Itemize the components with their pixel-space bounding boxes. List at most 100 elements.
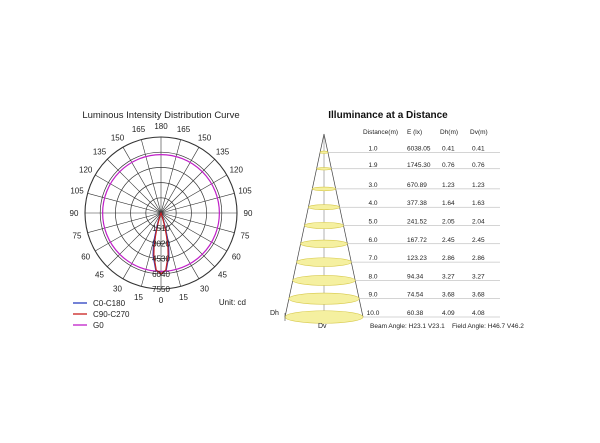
illuminance-spot bbox=[300, 239, 348, 248]
illuminance-spot bbox=[319, 150, 329, 154]
row-dh: 0.76 bbox=[442, 162, 455, 169]
polar-angle-label: 165 bbox=[132, 125, 146, 134]
row-dv: 1.23 bbox=[472, 182, 485, 189]
row-e-lx: 1745.30 bbox=[407, 162, 431, 169]
polar-series-curves bbox=[152, 211, 170, 275]
polar-legend: C0-C180 C90-C270 G0 bbox=[73, 299, 130, 330]
unit-label: Unit: cd bbox=[219, 298, 246, 307]
polar-angle-label: 45 bbox=[95, 271, 104, 280]
header-dh: Dh(m) bbox=[440, 129, 458, 136]
row-distance: 6.0 bbox=[368, 237, 377, 244]
polar-angle-label: 75 bbox=[73, 232, 82, 241]
illuminance-title: Illuminance at a Distance bbox=[328, 110, 448, 121]
polar-series-c90-c270 bbox=[153, 211, 169, 275]
illuminance-spot bbox=[292, 275, 356, 286]
header-dv: Dv(m) bbox=[470, 129, 488, 136]
field-angle-text: Field Angle: H46.7 V46.2 bbox=[452, 323, 524, 330]
row-dv: 1.63 bbox=[472, 200, 485, 207]
row-dv: 0.76 bbox=[472, 162, 485, 169]
polar-angle-label: 75 bbox=[241, 232, 250, 241]
polar-angle-label: 135 bbox=[93, 148, 107, 157]
polar-spoke bbox=[95, 212, 162, 252]
row-dh: 2.05 bbox=[442, 219, 455, 226]
polar-angle-label: 90 bbox=[244, 209, 253, 218]
polar-spoke bbox=[160, 212, 227, 252]
polar-angle-label: 105 bbox=[238, 187, 252, 196]
row-e-lx: 241.52 bbox=[407, 219, 427, 226]
polar-radial-label: 4530 bbox=[152, 255, 170, 264]
row-dh: 1.64 bbox=[442, 200, 455, 207]
row-e-lx: 123.23 bbox=[407, 255, 427, 262]
polar-spoke bbox=[95, 174, 162, 214]
polar-angle-label: 60 bbox=[232, 253, 241, 262]
row-e-lx: 6038.05 bbox=[407, 145, 431, 152]
row-dv: 4.08 bbox=[472, 310, 485, 317]
row-dh: 4.09 bbox=[442, 310, 455, 317]
header-distance: Distance(m) bbox=[363, 129, 398, 136]
polar-spoke bbox=[122, 212, 162, 279]
polar-angle-label: 135 bbox=[216, 148, 230, 157]
illuminance-chart: Illuminance at a Distance Distance(m) E … bbox=[270, 110, 524, 330]
dh-label: Dh bbox=[270, 310, 279, 317]
polar-radial-label: 3020 bbox=[152, 239, 170, 248]
row-e-lx: 74.54 bbox=[407, 292, 424, 299]
row-dv: 0.41 bbox=[472, 145, 485, 152]
polar-series-g0 bbox=[102, 154, 220, 272]
row-distance: 5.0 bbox=[368, 219, 377, 226]
row-e-lx: 94.34 bbox=[407, 273, 424, 280]
polar-series-g0-circle bbox=[102, 154, 220, 272]
row-distance: 4.0 bbox=[368, 200, 377, 207]
polar-angle-label: 15 bbox=[134, 293, 143, 302]
row-dh: 3.68 bbox=[442, 292, 455, 299]
polar-angle-label: 180 bbox=[154, 122, 168, 131]
illuminance-spot bbox=[296, 257, 352, 267]
polar-radial-label: 6040 bbox=[152, 270, 170, 279]
polar-angle-label: 30 bbox=[200, 284, 209, 293]
dv-label: Dv bbox=[318, 323, 327, 330]
row-dv: 3.68 bbox=[472, 292, 485, 299]
row-distance: 8.0 bbox=[368, 273, 377, 280]
row-e-lx: 670.89 bbox=[407, 182, 427, 189]
row-dv: 2.04 bbox=[472, 219, 485, 226]
polar-spoke bbox=[122, 147, 162, 214]
polar-radial-labels: 1510 3020 4530 6040 7550 bbox=[152, 224, 170, 294]
polar-spoke bbox=[160, 193, 235, 214]
polar-angle-label: 150 bbox=[111, 134, 125, 143]
illuminance-spot bbox=[311, 186, 337, 192]
polar-spoke bbox=[107, 159, 162, 214]
illuminance-spot bbox=[304, 222, 344, 229]
polar-angle-label: 120 bbox=[230, 166, 244, 175]
row-e-lx: 60.38 bbox=[407, 310, 424, 317]
polar-spoke bbox=[160, 159, 215, 214]
row-dh: 2.86 bbox=[442, 255, 455, 262]
polar-radial-label: 1510 bbox=[152, 224, 170, 233]
polar-chart-title: Luminous Intensity Distribution Curve bbox=[82, 110, 239, 121]
row-dh: 2.45 bbox=[442, 237, 455, 244]
polar-radial-label: 7550 bbox=[152, 285, 170, 294]
row-dv: 2.86 bbox=[472, 255, 485, 262]
polar-angle-label: 90 bbox=[70, 209, 79, 218]
illuminance-spot bbox=[308, 204, 340, 210]
polar-angle-label: 45 bbox=[218, 271, 227, 280]
polar-angle-label: 120 bbox=[79, 166, 93, 175]
polar-spoke bbox=[87, 193, 162, 214]
illuminance-spot bbox=[288, 292, 360, 305]
polar-angle-label: 0 bbox=[159, 296, 164, 305]
row-distance: 9.0 bbox=[368, 292, 377, 299]
row-dh: 1.23 bbox=[442, 182, 455, 189]
polar-angle-label: 60 bbox=[81, 253, 90, 262]
polar-angle-label: 165 bbox=[177, 125, 191, 134]
illuminance-cone bbox=[284, 133, 500, 324]
polar-spoke bbox=[160, 147, 200, 214]
row-distance: 10.0 bbox=[367, 310, 380, 317]
polar-spoke bbox=[160, 212, 200, 279]
polar-spoke bbox=[160, 174, 227, 214]
polar-chart: Luminous Intensity Distribution Curve 15… bbox=[70, 110, 253, 330]
legend-label-c90-c270: C90-C270 bbox=[93, 310, 130, 319]
row-distance: 7.0 bbox=[368, 255, 377, 262]
row-e-lx: 167.72 bbox=[407, 237, 427, 244]
polar-spoke bbox=[141, 139, 162, 214]
header-e-lx: E (lx) bbox=[407, 129, 422, 136]
